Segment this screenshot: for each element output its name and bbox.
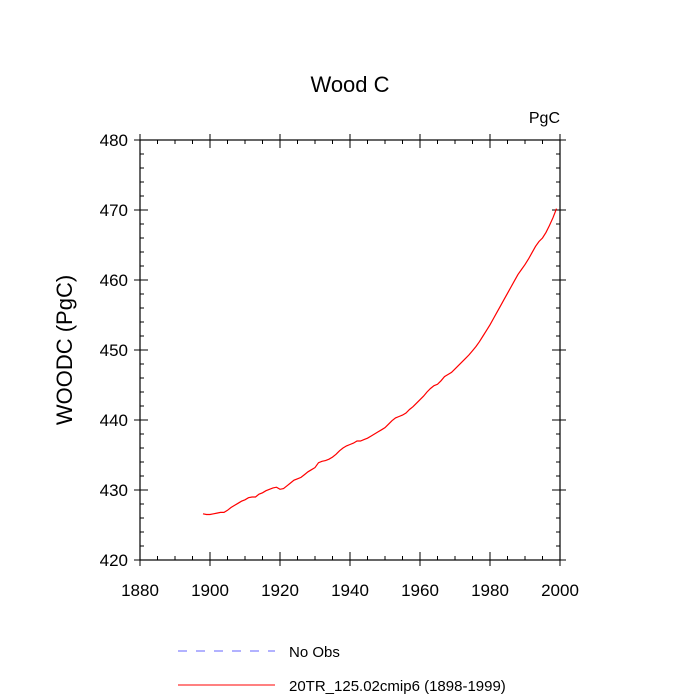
y-tick-label: 470	[100, 201, 128, 220]
legend-label: No Obs	[289, 644, 340, 661]
y-tick-label: 450	[100, 341, 128, 360]
chart-units-label: PgC	[529, 110, 560, 127]
x-tick-label: 1920	[261, 581, 299, 600]
x-tick-label: 1980	[471, 581, 509, 600]
chart-title: Wood C	[310, 72, 389, 97]
legend: No Obs 20TR_125.02cmip6 (1898-1999)	[178, 644, 506, 695]
y-tick-label: 440	[100, 411, 128, 430]
axis-ticks	[134, 134, 566, 566]
plot-frame	[139, 139, 561, 561]
series-group	[202, 208, 558, 516]
x-tick-label: 1960	[401, 581, 439, 600]
x-tick-label: 1880	[121, 581, 159, 600]
x-tick-label: 1900	[191, 581, 229, 600]
series-line	[202, 208, 558, 516]
x-tick-label: 1940	[331, 581, 369, 600]
y-tick-label: 430	[100, 481, 128, 500]
x-tick-label: 2000	[541, 581, 579, 600]
legend-label: 20TR_125.02cmip6 (1898-1999)	[289, 678, 506, 695]
y-tick-label: 420	[100, 551, 128, 570]
y-tick-label: 480	[100, 131, 128, 150]
y-axis-label: WOODC (PgC)	[52, 275, 77, 425]
y-tick-label: 460	[100, 271, 128, 290]
tick-labels: 1880 1900 1920 1940 1960 1980 2000 420 430 440 450…	[100, 131, 579, 600]
